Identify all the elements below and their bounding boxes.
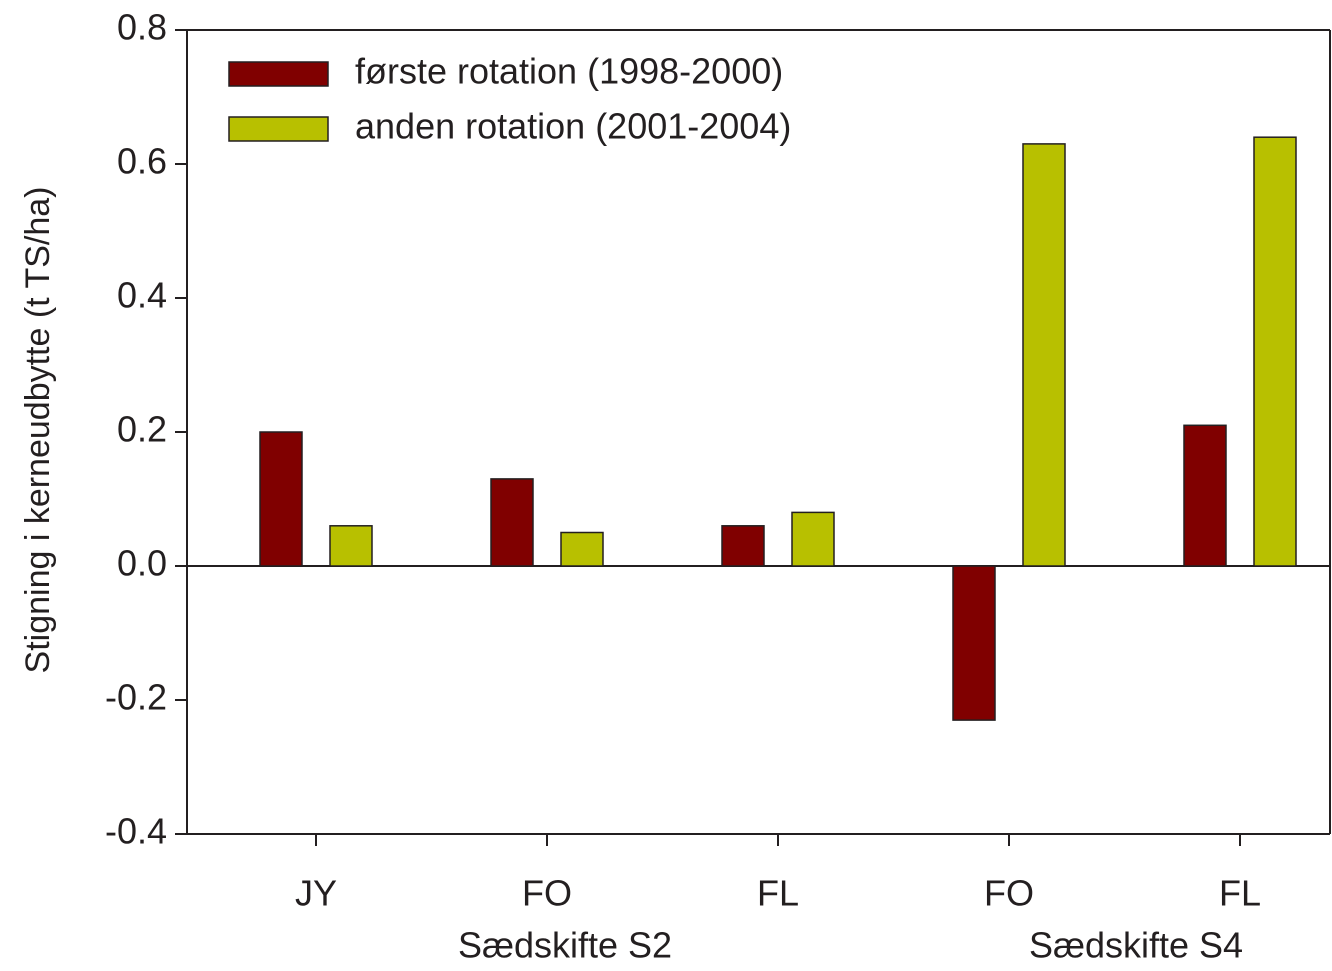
x-tick-label: FL xyxy=(757,873,799,914)
y-tick-label: 0.4 xyxy=(117,275,167,316)
bar xyxy=(560,531,604,567)
bar xyxy=(1253,136,1297,567)
y-tick-label: -0.2 xyxy=(105,677,167,718)
y-tick-label: -0.4 xyxy=(105,811,167,852)
x-tick-label: FO xyxy=(984,873,1034,914)
y-axis-label: Stigning i kerneudbytte (t TS/ha) xyxy=(19,187,57,674)
legend-label: første rotation (1998-2000) xyxy=(355,51,783,92)
x-tick-label: FL xyxy=(1219,873,1261,914)
group-label: Sædskifte S4 xyxy=(1029,925,1243,966)
bar xyxy=(721,525,765,567)
legend-swatch xyxy=(228,61,329,87)
bar xyxy=(329,525,373,567)
bar xyxy=(1183,424,1227,567)
bar xyxy=(952,565,996,721)
x-tick-label: JY xyxy=(295,873,337,914)
bar xyxy=(490,478,534,567)
y-tick-label: 0.8 xyxy=(117,7,167,48)
y-tick-label: 0.0 xyxy=(117,543,167,584)
y-tick-label: 0.6 xyxy=(117,141,167,182)
legend-label: anden rotation (2001-2004) xyxy=(355,106,791,147)
y-tick-label: 0.2 xyxy=(117,409,167,450)
bar xyxy=(791,511,835,567)
x-tick-label: FO xyxy=(522,873,572,914)
bar xyxy=(1022,143,1066,567)
bar xyxy=(259,431,303,567)
legend-swatch xyxy=(228,116,329,142)
group-label: Sædskifte S2 xyxy=(458,925,672,966)
